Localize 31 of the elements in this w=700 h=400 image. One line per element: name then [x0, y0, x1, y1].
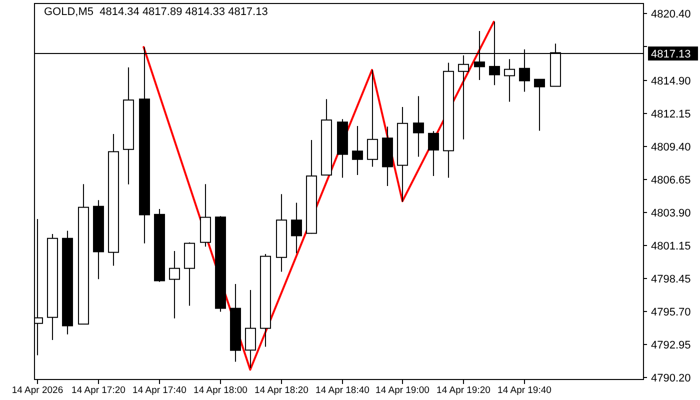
y-tick-label: 4803.90 — [651, 208, 691, 220]
y-tick-label: 4792.95 — [651, 340, 691, 352]
candlestick — [428, 130, 439, 177]
candlestick — [352, 126, 363, 176]
candlestick — [367, 70, 378, 168]
x-tick-label: 14 Apr 18:00 — [194, 385, 248, 396]
y-tick-label: 4820.40 — [651, 8, 691, 20]
x-tick-label: 14 Apr 18:40 — [316, 385, 370, 396]
candlestick — [245, 290, 256, 369]
y-tick-label: 4812.15 — [651, 108, 691, 120]
x-tick-label: 14 Apr 19:20 — [436, 385, 490, 396]
y-tick-label: 4798.45 — [651, 274, 691, 286]
y-tick-label: 4795.70 — [651, 306, 691, 318]
candlestick — [534, 78, 545, 132]
chart-title: GOLD,M5 4814.34 4817.89 4814.33 4817.13 — [44, 6, 268, 18]
x-tick-label: 14 Apr 18:20 — [254, 385, 308, 396]
y-tick-label: 4806.65 — [651, 174, 691, 186]
y-tick-label: 4801.15 — [651, 240, 691, 252]
y-tick-label: 4809.40 — [651, 142, 691, 154]
candlestick — [291, 202, 302, 254]
x-tick-label: 14 Apr 19:40 — [498, 385, 552, 396]
x-tick-label: 14 Apr 19:00 — [376, 385, 430, 396]
x-tick-label: 14 Apr 17:20 — [72, 385, 126, 396]
candlestick — [169, 250, 180, 319]
candlestick — [504, 58, 515, 102]
y-tick-label: 4814.90 — [651, 76, 691, 88]
x-tick-label: 14 Apr 2026 — [12, 385, 64, 396]
y-tick-label: 4790.20 — [651, 372, 691, 384]
candlestick — [413, 96, 424, 158]
x-tick-label: 14 Apr 17:40 — [132, 385, 186, 396]
ref-line-label: 4817.13 — [651, 48, 691, 60]
